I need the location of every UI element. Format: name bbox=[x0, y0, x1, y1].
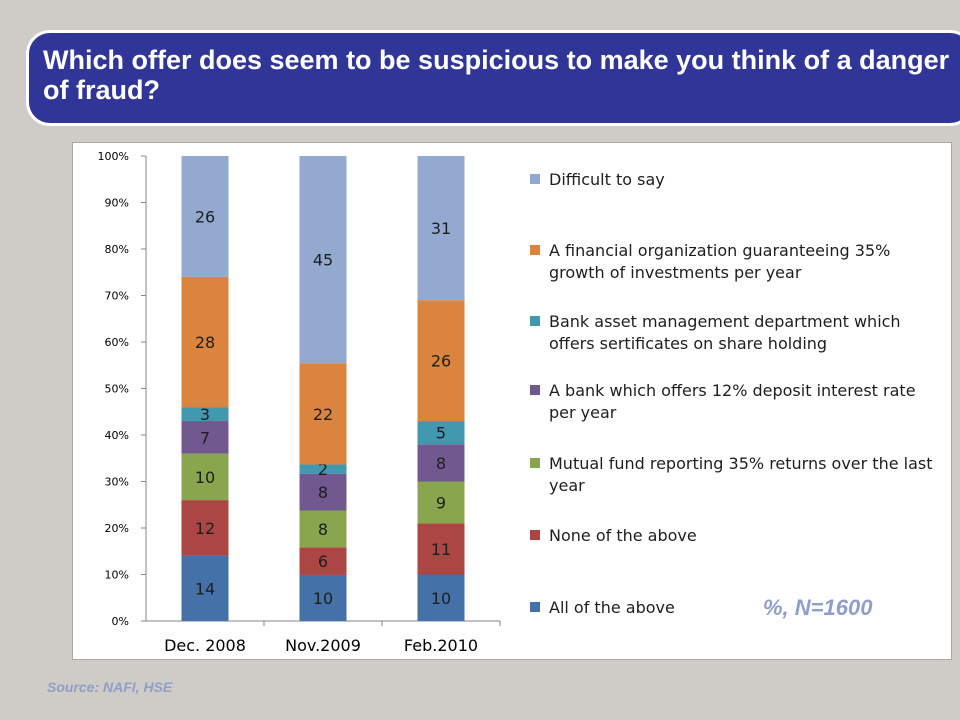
y-tick-label: 0% bbox=[112, 615, 129, 628]
stacked-bar-chart: 0% 10% 20% 30% 40% 50% 60% 70% 80% 90% 100% Dec. 20… bbox=[98, 150, 933, 655]
x-category-label: Feb.2010 bbox=[404, 636, 478, 655]
bar-segment bbox=[181, 500, 229, 556]
sample-size-note: %, N=1600 bbox=[763, 595, 873, 620]
y-tick-label: 80% bbox=[105, 243, 129, 256]
x-category-label: Dec. 2008 bbox=[164, 636, 246, 655]
legend-label: A financial organization guaranteeing 35… bbox=[549, 241, 890, 282]
bar-segment bbox=[299, 510, 347, 548]
y-tick-label: 10% bbox=[105, 569, 129, 582]
data-label: 2 bbox=[318, 460, 328, 479]
data-label: 8 bbox=[318, 520, 328, 539]
bar-segment bbox=[417, 300, 465, 422]
data-label: 10 bbox=[313, 589, 333, 608]
y-tick-label: 50% bbox=[105, 383, 129, 396]
data-label: 22 bbox=[313, 405, 333, 424]
y-tick-label: 30% bbox=[105, 476, 129, 489]
bar-segment bbox=[299, 547, 347, 575]
legend-label: None of the above bbox=[549, 526, 697, 545]
data-label: 12 bbox=[195, 519, 215, 538]
x-category-label: Nov.2009 bbox=[285, 636, 361, 655]
data-label: 7 bbox=[200, 428, 210, 447]
bar-segment bbox=[417, 444, 465, 482]
bar-segment bbox=[299, 473, 347, 511]
y-tick-label: 70% bbox=[105, 290, 129, 303]
data-label: 11 bbox=[431, 540, 451, 559]
bar-segment bbox=[181, 156, 229, 277]
bar-segment bbox=[417, 156, 465, 301]
data-label: 9 bbox=[436, 493, 446, 512]
bar-segment bbox=[181, 555, 229, 621]
data-label: 10 bbox=[195, 468, 215, 487]
legend-label: Difficult to say bbox=[549, 170, 665, 189]
chart-panel: 0% 10% 20% 30% 40% 50% 60% 70% 80% 90% 100% Dec. 20… bbox=[72, 142, 952, 660]
data-label: 14 bbox=[195, 579, 215, 598]
data-label: 8 bbox=[436, 454, 446, 473]
data-label: 26 bbox=[195, 207, 215, 226]
bar-segment bbox=[417, 523, 465, 575]
bar-segment bbox=[417, 481, 465, 524]
data-label: 8 bbox=[318, 483, 328, 502]
data-label: 45 bbox=[313, 251, 333, 270]
y-tick-label: 40% bbox=[105, 429, 129, 442]
y-tick-label: 100% bbox=[98, 150, 129, 163]
bar-segment bbox=[181, 276, 229, 408]
bar-segment bbox=[181, 407, 229, 422]
data-label: 31 bbox=[431, 219, 451, 238]
data-label: 26 bbox=[431, 352, 451, 371]
legend-swatch bbox=[530, 602, 540, 612]
legend-label: All of the above bbox=[549, 598, 675, 617]
legend-swatch bbox=[530, 174, 540, 184]
data-label: 6 bbox=[318, 552, 328, 571]
legend-label: A bank which offers 12% deposit interest… bbox=[549, 381, 916, 422]
source-note: Source: NAFI, HSE bbox=[47, 679, 173, 695]
legend-swatch bbox=[530, 458, 540, 468]
y-tick-label: 60% bbox=[105, 336, 129, 349]
y-tick-label: 90% bbox=[105, 197, 129, 210]
legend-swatch bbox=[530, 316, 540, 326]
bar-segment bbox=[181, 453, 229, 501]
title-banner: Which offer does seem to be suspicious t… bbox=[26, 30, 960, 126]
data-label: 3 bbox=[200, 405, 210, 424]
legend-swatch bbox=[530, 385, 540, 395]
data-label: 28 bbox=[195, 333, 215, 352]
bar-segment bbox=[417, 574, 465, 621]
legend-swatch bbox=[530, 530, 540, 540]
bar-segment bbox=[299, 464, 347, 474]
bar-segment bbox=[417, 421, 465, 445]
y-tick-label: 20% bbox=[105, 522, 129, 535]
data-label: 5 bbox=[436, 424, 446, 443]
bar-segment bbox=[181, 421, 229, 454]
data-label: 10 bbox=[431, 589, 451, 608]
bar-segment bbox=[299, 574, 347, 621]
bar-segment bbox=[299, 363, 347, 465]
legend-swatch bbox=[530, 245, 540, 255]
bar-segment bbox=[299, 156, 347, 364]
page-title: Which offer does seem to be suspicious t… bbox=[43, 45, 950, 105]
legend-label: Bank asset management department which of… bbox=[549, 312, 901, 353]
legend-label: Mutual fund reporting 35% returns over t… bbox=[549, 454, 933, 495]
